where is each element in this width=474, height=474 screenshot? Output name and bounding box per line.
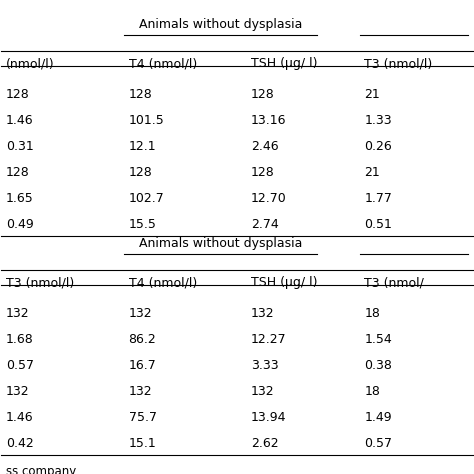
Text: T3 (nmol/: T3 (nmol/ [364, 276, 424, 289]
Text: 128: 128 [251, 166, 275, 179]
Text: 0.42: 0.42 [6, 437, 34, 450]
Text: 21: 21 [364, 88, 380, 101]
Text: 128: 128 [251, 88, 275, 101]
Text: 102.7: 102.7 [128, 192, 164, 205]
Text: 15.1: 15.1 [128, 437, 156, 450]
Text: 2.62: 2.62 [251, 437, 279, 450]
Text: 18: 18 [364, 307, 380, 320]
Text: 128: 128 [6, 166, 30, 179]
Text: 75.7: 75.7 [128, 411, 156, 424]
Text: 3.33: 3.33 [251, 359, 279, 372]
Text: T4 (nmol/l): T4 (nmol/l) [128, 276, 197, 289]
Text: 13.16: 13.16 [251, 114, 287, 128]
Text: 18: 18 [364, 385, 380, 398]
Text: TSH (μg/ l): TSH (μg/ l) [251, 57, 318, 70]
Text: 0.51: 0.51 [364, 218, 392, 231]
Text: 128: 128 [128, 166, 152, 179]
Text: 0.38: 0.38 [364, 359, 392, 372]
Text: 1.46: 1.46 [6, 114, 34, 128]
Text: 2.46: 2.46 [251, 140, 279, 153]
Text: ss company.: ss company. [6, 465, 79, 474]
Text: 86.2: 86.2 [128, 333, 156, 346]
Text: 0.57: 0.57 [364, 437, 392, 450]
Text: 12.27: 12.27 [251, 333, 287, 346]
Text: 1.46: 1.46 [6, 411, 34, 424]
Text: 132: 132 [251, 307, 275, 320]
Text: 132: 132 [251, 385, 275, 398]
Text: 16.7: 16.7 [128, 359, 156, 372]
Text: 0.49: 0.49 [6, 218, 34, 231]
Text: Animals without dysplasia: Animals without dysplasia [139, 18, 302, 31]
Text: 1.33: 1.33 [364, 114, 392, 128]
Text: 132: 132 [6, 385, 30, 398]
Text: 1.54: 1.54 [364, 333, 392, 346]
Text: T3 (nmol/l): T3 (nmol/l) [364, 57, 432, 70]
Text: 21: 21 [364, 166, 380, 179]
Text: 1.77: 1.77 [364, 192, 392, 205]
Text: 128: 128 [128, 88, 152, 101]
Text: 15.5: 15.5 [128, 218, 156, 231]
Text: 1.65: 1.65 [6, 192, 34, 205]
Text: 132: 132 [128, 385, 152, 398]
Text: 132: 132 [128, 307, 152, 320]
Text: 12.1: 12.1 [128, 140, 156, 153]
Text: 0.26: 0.26 [364, 140, 392, 153]
Text: 101.5: 101.5 [128, 114, 164, 128]
Text: Animals without dysplasia: Animals without dysplasia [139, 237, 302, 250]
Text: 13.94: 13.94 [251, 411, 287, 424]
Text: T3 (nmol/l): T3 (nmol/l) [6, 276, 74, 289]
Text: 1.49: 1.49 [364, 411, 392, 424]
Text: 0.31: 0.31 [6, 140, 34, 153]
Text: (nmol/l): (nmol/l) [6, 57, 55, 70]
Text: 132: 132 [6, 307, 30, 320]
Text: 12.70: 12.70 [251, 192, 287, 205]
Text: TSH (μg/ l): TSH (μg/ l) [251, 276, 318, 289]
Text: 1.68: 1.68 [6, 333, 34, 346]
Text: 0.57: 0.57 [6, 359, 34, 372]
Text: 128: 128 [6, 88, 30, 101]
Text: T4 (nmol/l): T4 (nmol/l) [128, 57, 197, 70]
Text: 2.74: 2.74 [251, 218, 279, 231]
